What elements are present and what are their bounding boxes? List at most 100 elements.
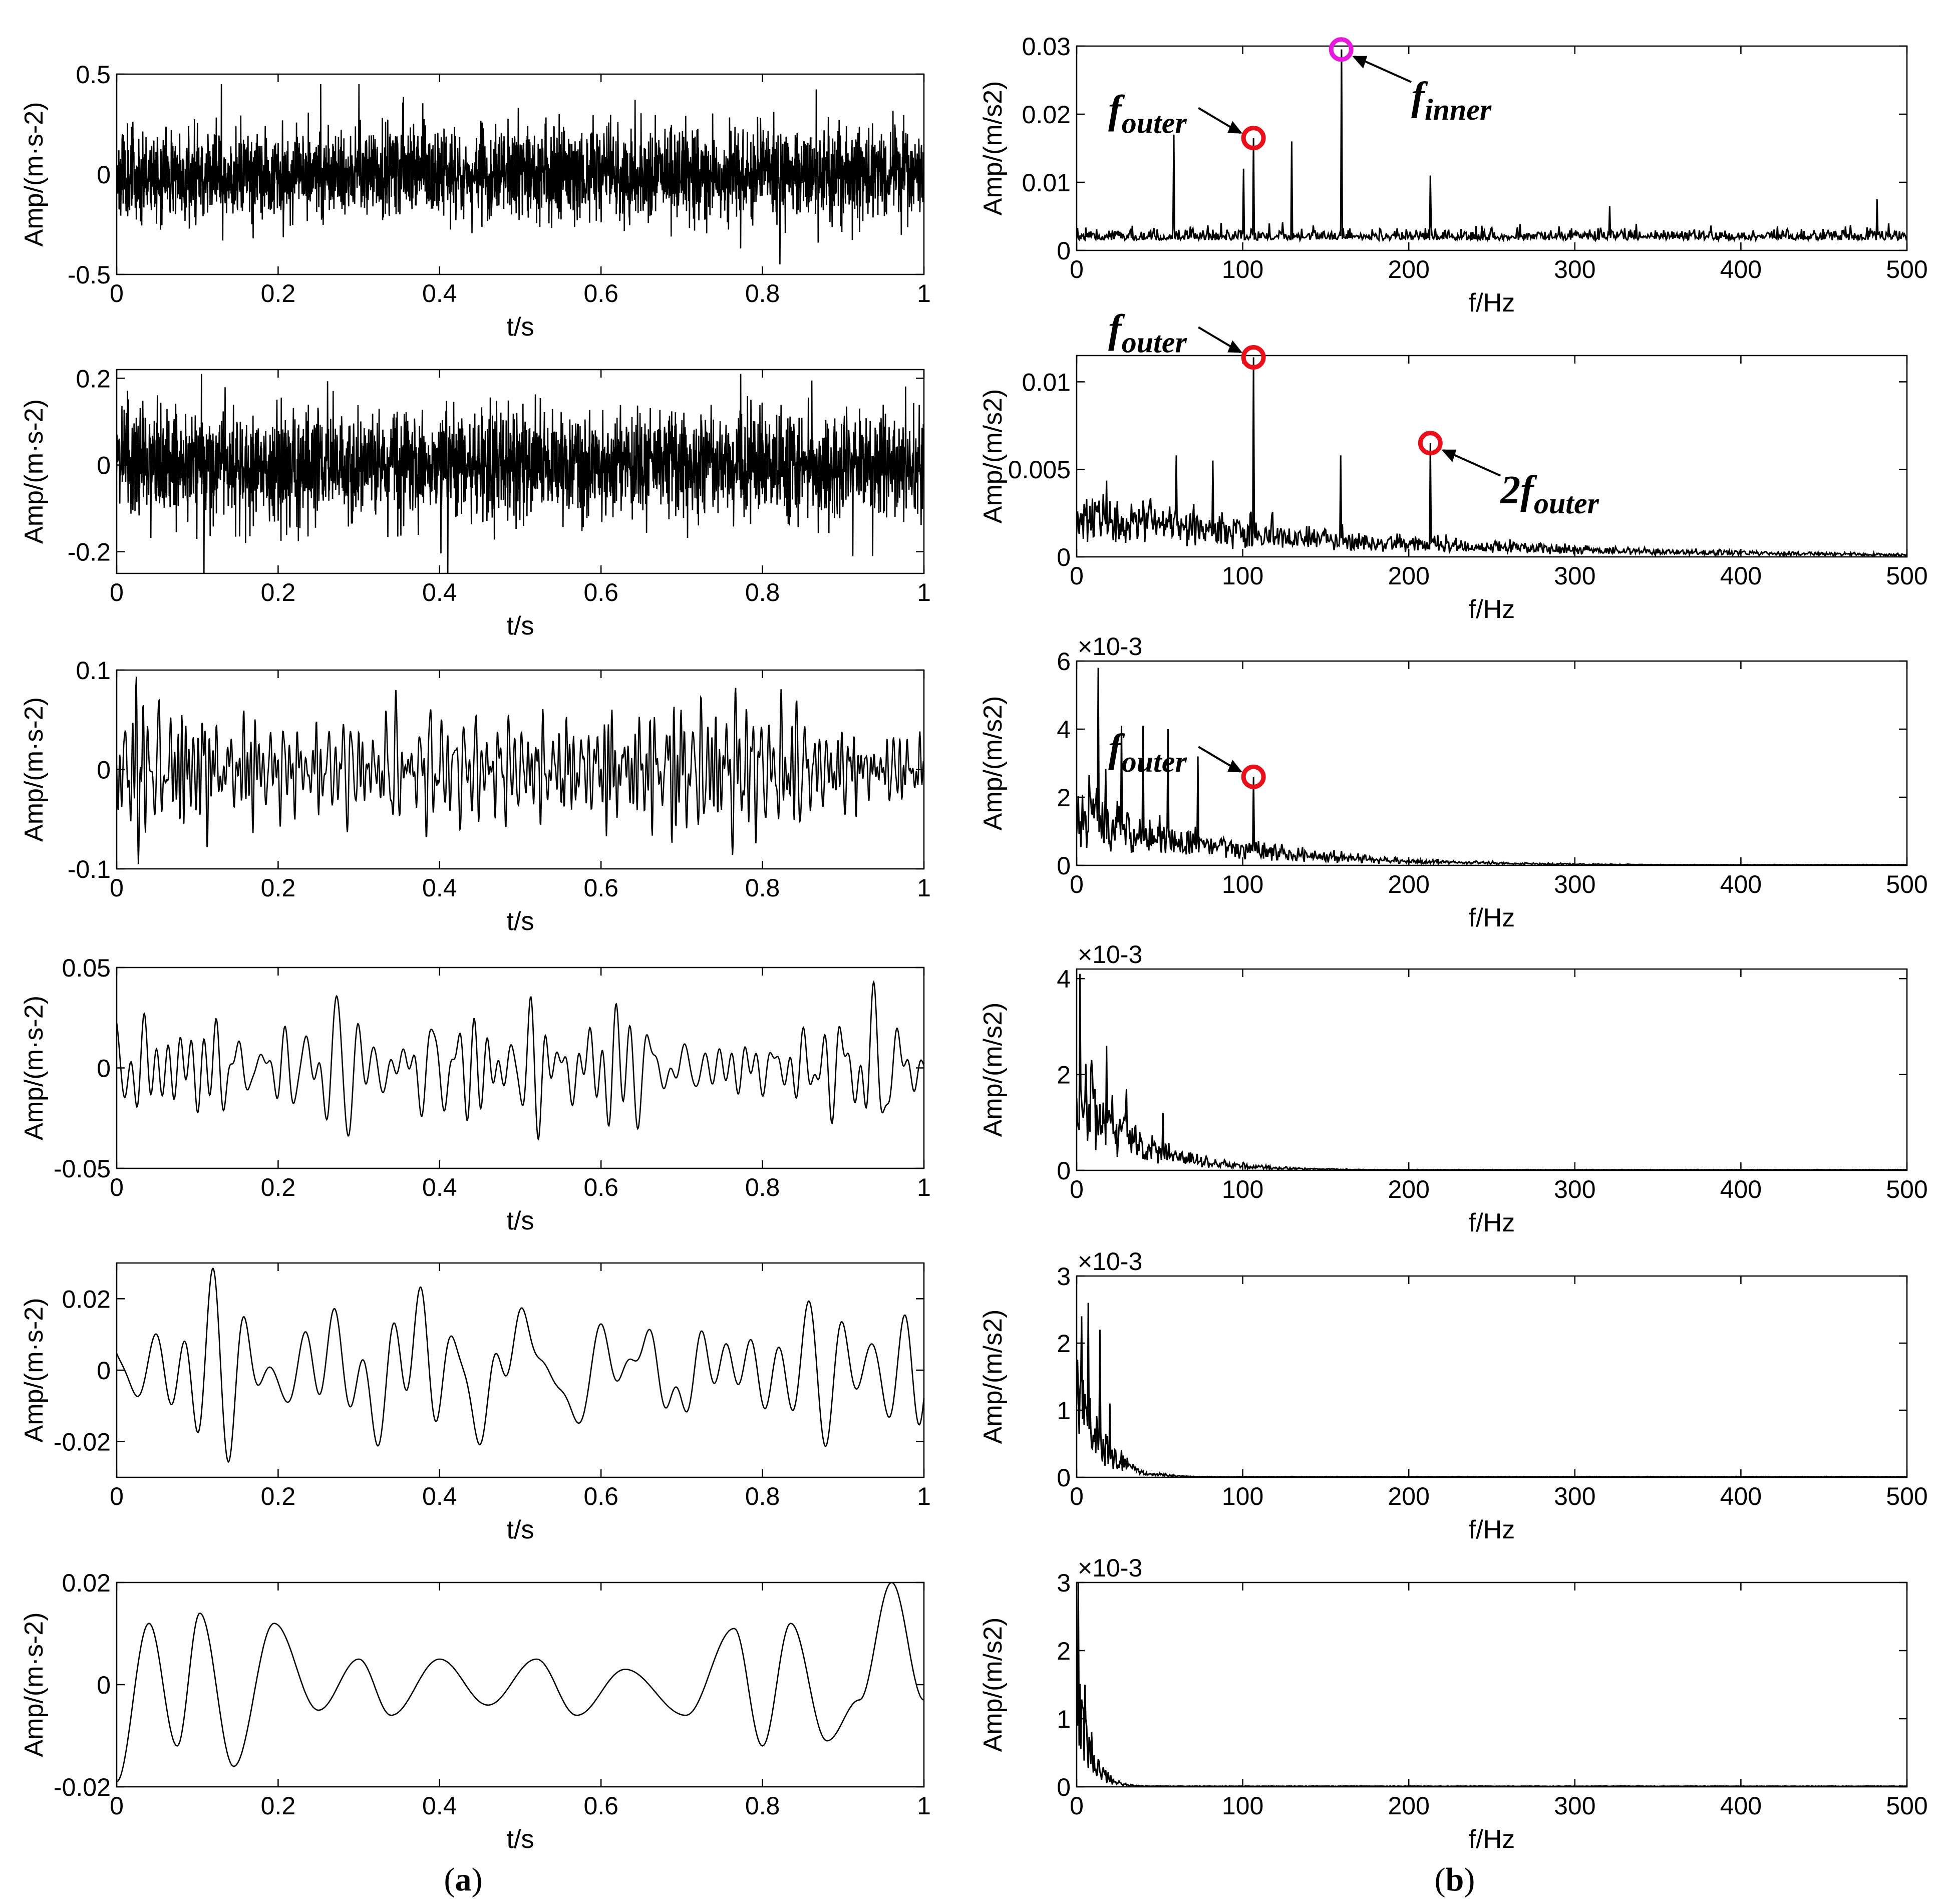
y-axis-label: Amp/(m·s-2) <box>20 102 49 247</box>
x-tick-label: 0 <box>110 874 124 902</box>
x-tick-label: 100 <box>1222 562 1263 590</box>
x-tick-label: 500 <box>1886 255 1927 283</box>
x-tick-label: 400 <box>1720 562 1762 590</box>
y-tick-label: 0.1 <box>76 657 111 685</box>
x-tick-label: 400 <box>1720 1175 1762 1203</box>
y-axis-label: Amp/(m/s2) <box>979 1003 1008 1137</box>
x-tick-label: 100 <box>1222 1792 1263 1820</box>
axes-frame <box>116 369 925 574</box>
peak-marker-1 <box>1329 37 1354 62</box>
x-axis-label: t/s <box>507 611 534 641</box>
x-axis-label: f/Hz <box>1469 288 1515 318</box>
x-tick-label: 500 <box>1886 1482 1927 1510</box>
x-tick-label: 200 <box>1388 562 1429 590</box>
annotation-arrowhead-1 <box>1441 449 1457 462</box>
x-tick-label: 0.4 <box>422 874 457 902</box>
x-tick-label: 0.8 <box>745 578 780 606</box>
y-tick-label: 0.02 <box>1022 101 1071 129</box>
y-tick-label: -0.2 <box>68 538 111 566</box>
x-tick-label: 0 <box>1070 1792 1084 1820</box>
y-tick-label: 0.01 <box>1022 368 1071 396</box>
y-tick-label: 2 <box>1057 1637 1071 1665</box>
x-axis-label: t/s <box>507 312 534 342</box>
plot-a-5: 0 0.2 0.4 0.6 0.8 1 -0.02 0 0.02 t/s Amp/(m·s-2) <box>20 1262 931 1544</box>
x-tick-label: 300 <box>1554 255 1595 283</box>
x-axis-label: t/s <box>507 1515 534 1544</box>
x-tick-label: 400 <box>1720 1792 1762 1820</box>
y-tick-label: -0.02 <box>54 1428 111 1456</box>
annotation-label-1: 2fouter <box>1500 468 1599 520</box>
axes-frame <box>1076 355 1908 558</box>
y-tick-label: 0 <box>97 1357 111 1385</box>
plot-a-2: 0 0.2 0.4 0.6 0.8 1 -0.2 0 0.2 t/s Amp/(m·s-2) <box>20 365 931 641</box>
annotation-arrowhead-0 <box>1227 121 1243 134</box>
annotation-arrowhead-1 <box>1352 56 1368 69</box>
y-tick-label: -0.05 <box>54 1155 111 1183</box>
x-tick-label: 0 <box>1070 562 1084 590</box>
x-tick-label: 200 <box>1388 1792 1429 1820</box>
x-tick-label: 0.6 <box>583 1482 618 1510</box>
caption-a: (a) <box>444 1861 483 1898</box>
x-tick-label: 0 <box>110 578 124 606</box>
y-tick-label: -0.1 <box>68 855 111 883</box>
x-tick-label: 0 <box>110 279 124 307</box>
plot-b-3: 0 100 200 300 400 5000246f/HzAmp/(m/s2)×10-3f… <box>979 632 1928 932</box>
y-axis-label: Amp/(m·s-2) <box>20 399 49 544</box>
x-tick-label: 200 <box>1388 1175 1429 1203</box>
x-tick-label: 500 <box>1886 562 1927 590</box>
x-tick-label: 0.2 <box>261 1482 296 1510</box>
y-tick-label: 0 <box>97 1671 111 1699</box>
x-tick-label: 0.6 <box>583 1792 618 1820</box>
x-tick-label: 500 <box>1886 870 1927 898</box>
annotation-label-0: fouter <box>1108 307 1187 359</box>
y-tick-label: 3 <box>1057 1569 1071 1597</box>
x-tick-label: 1 <box>917 578 931 606</box>
x-tick-label: 1 <box>917 279 931 307</box>
x-tick-label: 0.8 <box>745 874 780 902</box>
x-tick-label: 400 <box>1720 1482 1762 1510</box>
x-tick-label: 0.4 <box>422 1792 457 1820</box>
y-tick-label: 0 <box>1057 543 1071 571</box>
x-tick-label: 100 <box>1222 1482 1263 1510</box>
y-tick-label: -0.02 <box>54 1773 111 1801</box>
y-tick-label: 0 <box>1057 1773 1071 1801</box>
x-tick-label: 0.2 <box>261 1792 296 1820</box>
x-tick-label: 0.2 <box>261 874 296 902</box>
x-tick-label: 1 <box>917 1173 931 1201</box>
y-tick-label: 2 <box>1057 784 1071 812</box>
peak-marker-0 <box>1241 126 1266 151</box>
y-tick-label: 4 <box>1057 965 1071 993</box>
x-tick-label: 1 <box>917 1482 931 1510</box>
axes-frame <box>1076 968 1908 1171</box>
peak-marker-0 <box>1241 764 1266 789</box>
x-tick-label: 0.2 <box>261 279 296 307</box>
annotation-arrowhead-0 <box>1227 760 1243 773</box>
y-exponent-label: ×10-3 <box>1078 940 1142 969</box>
y-axis-label: Amp/(m/s2) <box>979 696 1008 831</box>
x-tick-label: 0.6 <box>583 874 618 902</box>
peak-marker-1 <box>1418 431 1443 456</box>
y-tick-label: 0.02 <box>62 1285 111 1313</box>
x-tick-label: 200 <box>1388 255 1429 283</box>
x-tick-label: 0.6 <box>583 1173 618 1201</box>
x-axis-label: t/s <box>507 907 534 936</box>
x-tick-label: 0.2 <box>261 578 296 606</box>
x-axis-label: f/Hz <box>1469 1515 1515 1544</box>
x-tick-label: 300 <box>1554 1175 1595 1203</box>
x-tick-label: 0 <box>110 1792 124 1820</box>
x-tick-label: 200 <box>1388 870 1429 898</box>
x-tick-label: 0 <box>1070 870 1084 898</box>
plot-b-2: 0 100 200 300 400 500 0 0.005 0.01 f/Hz Amp/(m/s2)… <box>979 307 1928 624</box>
x-tick-label: 0 <box>1070 1175 1084 1203</box>
plot-b-4: 0 100 200 300 400 500 0 2 4 f/Hz Amp/(m/s2) ×10-3 <box>979 940 1928 1237</box>
y-tick-label: 0 <box>97 452 111 480</box>
y-tick-label: 0 <box>97 161 111 189</box>
y-tick-label: 0 <box>1057 1464 1071 1492</box>
x-tick-label: 1 <box>917 1792 931 1820</box>
y-tick-label: 4 <box>1057 716 1071 744</box>
x-tick-label: 200 <box>1388 1482 1429 1510</box>
series-line <box>1077 49 1907 243</box>
y-axis-label: Amp/(m·s-2) <box>20 697 49 842</box>
